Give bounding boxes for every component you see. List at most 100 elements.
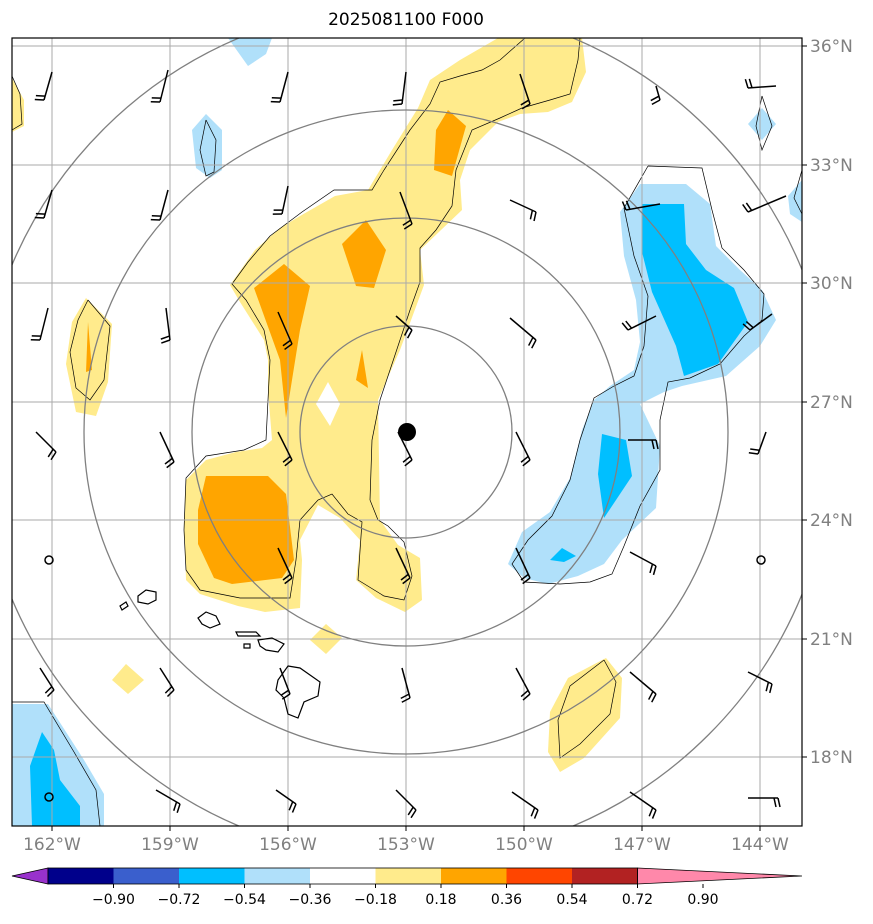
colorbar-outline <box>47 867 638 885</box>
wind-barb <box>621 200 661 211</box>
wind-barb <box>515 431 531 467</box>
lat-tick-label: 27°N <box>810 393 853 413</box>
wind-barb <box>650 85 661 106</box>
range-ring <box>299 325 513 539</box>
lon-tick-label: 150°W <box>495 835 553 855</box>
lat-tick-label: 33°N <box>810 156 853 176</box>
island-molokai <box>235 631 262 637</box>
contour-line <box>511 165 765 585</box>
colorbar-tick-label: −0.90 <box>92 892 135 908</box>
colorbar-tick-label: −0.36 <box>289 892 332 908</box>
contour-line <box>557 659 617 759</box>
contour-fill-pos-light <box>112 664 144 694</box>
colorbar-extend-high <box>637 867 803 885</box>
calm-wind-circle <box>44 792 54 802</box>
contour-line <box>69 299 111 401</box>
wind-barb <box>399 191 413 230</box>
wind-barb <box>748 797 781 808</box>
wind-barb <box>150 69 169 103</box>
lon-tick-label: 159°W <box>141 835 199 855</box>
wind-barb <box>511 791 539 819</box>
wind-barb <box>34 189 53 219</box>
wind-barb <box>30 307 49 341</box>
colorbar-tick-label: 0.72 <box>622 892 653 908</box>
coastlines <box>119 589 321 719</box>
contour-fill-pos-mid <box>342 220 386 288</box>
colorbar-segment <box>48 868 114 884</box>
wind-barb <box>277 431 293 467</box>
contour-fill-pos-mid <box>434 110 466 176</box>
wind-barb <box>155 789 181 814</box>
contour-fill-neg-mid <box>30 732 80 826</box>
colorbar: −0.90 −0.72 −0.54 −0.36 −0.18 0.18 0.36 0.54 0.7… <box>11 867 803 908</box>
wind-barb <box>35 431 57 461</box>
wind-barb <box>395 789 417 819</box>
contour-line <box>12 75 23 131</box>
colorbar-tick-label: −0.54 <box>223 892 266 908</box>
wind-barb <box>519 73 531 110</box>
contour-fill-neg-light <box>192 114 222 178</box>
lon-tick-label: 156°W <box>259 835 317 855</box>
wind-barb <box>277 311 293 351</box>
island-niihau <box>119 601 129 611</box>
wind-barb <box>395 547 411 585</box>
contour-fill-neg-light <box>748 108 776 140</box>
lon-tick-label: 147°W <box>613 835 671 855</box>
colorbar-extend-low <box>11 867 49 885</box>
range-ring <box>83 109 729 755</box>
contour-fill-pos-light <box>184 38 586 612</box>
wind-barb <box>160 307 171 344</box>
longitude-axis: 162°W 159°W 156°W 153°W 150°W 147°W 144°W <box>23 826 789 855</box>
lon-tick-label: 162°W <box>23 835 81 855</box>
wind-barb <box>509 199 537 222</box>
wind-barb <box>515 667 531 701</box>
wind-barb <box>629 551 657 576</box>
contour-fill-neg-light <box>788 180 802 222</box>
contour-fill-neg-mid <box>550 548 576 562</box>
wind-barb <box>509 317 537 349</box>
wind-barb <box>628 439 659 450</box>
lon-tick-label: 153°W <box>377 835 435 855</box>
wind-barb <box>742 195 787 213</box>
wind-barb <box>515 547 531 585</box>
wind-barb <box>621 315 657 331</box>
contour-line <box>199 119 217 177</box>
map-title: 2025081100 F000 <box>328 10 484 30</box>
lat-tick-label: 21°N <box>810 630 853 650</box>
colorbar-segment <box>113 868 179 884</box>
contour-fill-pos-mid <box>86 322 92 372</box>
wind-barb <box>392 71 407 106</box>
lat-tick-label: 30°N <box>810 274 853 294</box>
contour-line <box>183 38 581 601</box>
wind-barb <box>39 667 55 698</box>
colorbar-segment <box>506 868 572 884</box>
lat-tick-label: 24°N <box>810 511 853 531</box>
colorbar-segment <box>375 868 441 884</box>
contour-hole <box>316 382 340 426</box>
contour-fill-pos-light <box>12 78 24 132</box>
island-oahu <box>197 611 221 629</box>
wind-barb <box>34 71 53 101</box>
lat-tick-label: 18°N <box>810 748 853 768</box>
contour-fill-pos-mid <box>254 264 310 418</box>
lon-tick-label: 144°W <box>731 835 789 855</box>
wind-barb <box>748 431 767 455</box>
contour-line <box>12 701 101 826</box>
contour-fill-pos-mid <box>356 350 368 388</box>
wind-barb <box>277 547 293 585</box>
calm-wind-circle <box>756 555 766 565</box>
colorbar-tick-label: 0.18 <box>425 892 456 908</box>
range-ring <box>191 217 621 647</box>
contour-line <box>793 169 802 215</box>
colorbar-segment <box>244 868 310 884</box>
calm-wind-markers <box>44 555 766 802</box>
island-lanai <box>243 643 251 649</box>
island-kauai <box>137 589 157 605</box>
wind-barb <box>629 791 657 819</box>
wind-barb <box>400 667 411 703</box>
island-maui <box>257 637 285 653</box>
colorbar-segment <box>310 868 376 884</box>
island-big-island <box>275 665 321 719</box>
wind-barb <box>629 671 657 703</box>
wind-barb <box>272 185 289 215</box>
